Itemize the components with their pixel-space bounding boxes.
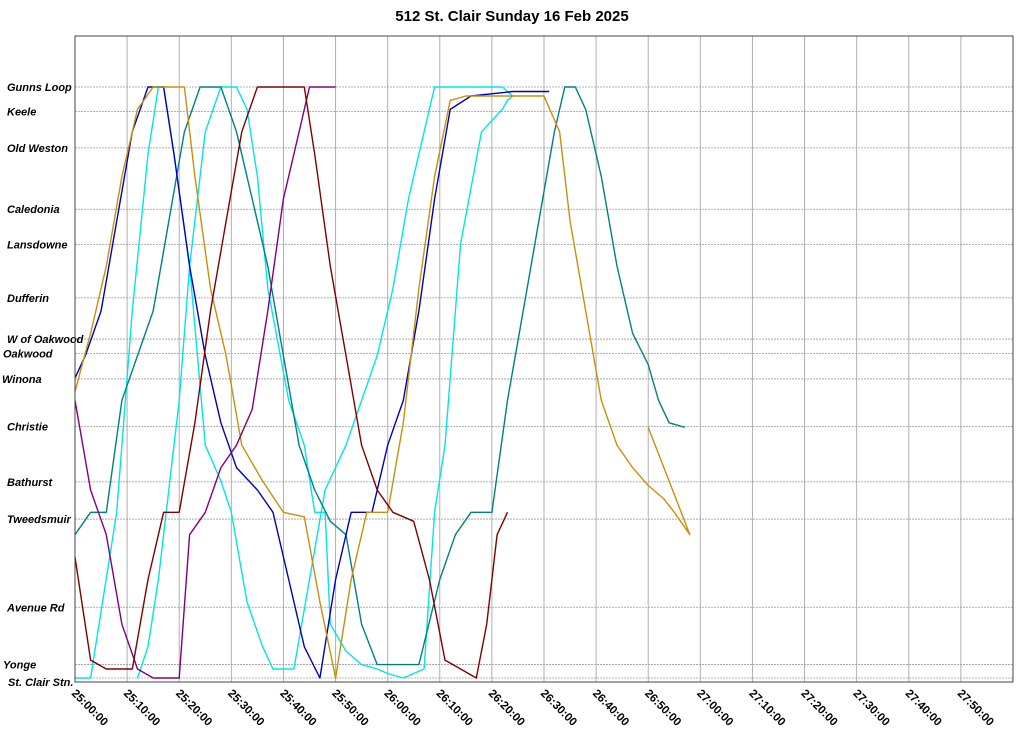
stop-label: Gunns Loop	[7, 82, 72, 94]
plot-frame	[74, 35, 1014, 683]
stop-label: Dufferin	[7, 293, 49, 305]
stop-label: Winona	[2, 374, 42, 386]
x-tick-label: 26:10:00	[434, 688, 475, 729]
x-tick-label: 27:00:00	[694, 688, 735, 729]
x-tick-label: 26:20:00	[486, 688, 527, 729]
x-tick-label: 25:10:00	[121, 688, 162, 729]
stop-label: Lansdowne	[7, 240, 68, 252]
stop-label: W of Oakwood	[7, 334, 84, 346]
stop-label: Avenue Rd	[6, 602, 65, 614]
stop-label: Tweedsmuir	[7, 514, 71, 526]
series-line-3	[74, 86, 550, 679]
x-tick-label: 25:40:00	[277, 688, 318, 729]
series-line-6	[74, 86, 509, 679]
series-lines	[74, 86, 691, 679]
grid	[74, 36, 1013, 682]
series-line-1	[75, 86, 514, 679]
x-tick-label: 25:50:00	[329, 688, 370, 729]
stop-label: St. Clair Stn.	[8, 677, 73, 689]
stop-label: Bathurst	[7, 477, 54, 489]
stop-label: Christie	[7, 421, 48, 433]
series-line-4	[74, 86, 691, 679]
x-tick-label: 27:20:00	[798, 688, 839, 729]
x-tick-label: 26:40:00	[590, 688, 631, 729]
x-tick-label: 27:30:00	[851, 688, 892, 729]
stop-label: Yonge	[3, 660, 36, 672]
stop-label: Keele	[7, 107, 36, 119]
stop-label: Old Weston	[7, 143, 68, 155]
x-tick-label: 25:30:00	[225, 688, 266, 729]
x-tick-label: 27:50:00	[955, 688, 996, 729]
x-tick-label: 25:00:00	[69, 688, 110, 729]
x-tick-label: 26:30:00	[538, 688, 579, 729]
chart-title: 512 St. Clair Sunday 16 Feb 2025	[395, 8, 629, 25]
x-axis-tick-labels: 25:00:00 25:10:00 25:20:00 25:30:00 25:40:00…	[69, 688, 996, 729]
x-tick-label: 25:20:00	[173, 688, 214, 729]
series-line-5	[74, 86, 336, 679]
stop-label: Caledonia	[7, 204, 60, 216]
series-line-2	[74, 86, 685, 666]
x-tick-label: 27:40:00	[903, 688, 944, 729]
x-tick-label: 26:50:00	[642, 688, 683, 729]
x-tick-label: 27:10:00	[746, 688, 787, 729]
x-tick-label: 26:00:00	[382, 688, 423, 729]
y-axis-stop-labels: Gunns Loop Keele Old Weston Caledonia Lansdo…	[2, 82, 84, 689]
stop-label: Oakwood	[3, 348, 53, 360]
